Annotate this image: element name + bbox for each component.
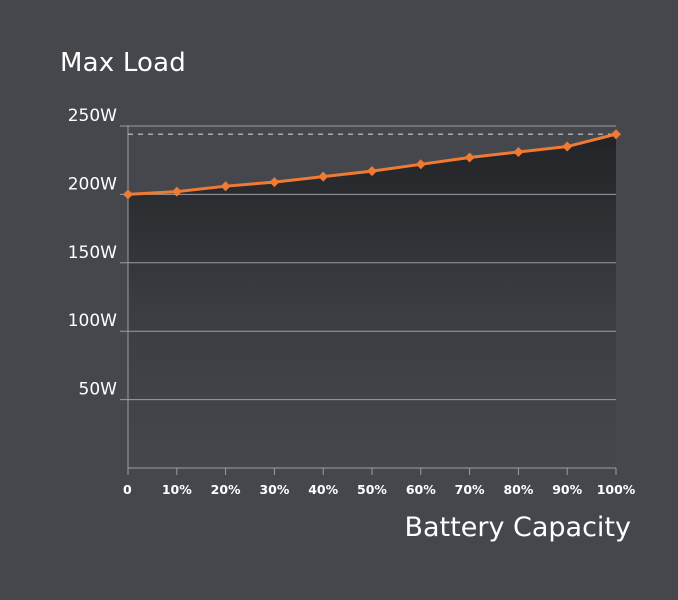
data-point-marker [220, 181, 231, 192]
data-point-marker [269, 177, 280, 188]
x-tick-label: 80% [503, 482, 533, 497]
data-point-marker [367, 166, 377, 177]
x-axis-title: Battery Capacity [404, 512, 631, 543]
x-tick-label: 50% [357, 482, 387, 497]
data-point-marker [464, 152, 475, 163]
y-tick-label: 200W [68, 174, 117, 194]
data-point-marker [318, 171, 329, 182]
data-point-marker [513, 146, 524, 157]
x-tick-label: 60% [406, 482, 436, 497]
x-tick-label: 100% [597, 482, 636, 497]
x-tick-label: 90% [552, 482, 582, 497]
y-tick-label: 150W [68, 243, 117, 263]
y-tick-label: 250W [68, 106, 117, 126]
data-point-marker [123, 189, 133, 200]
y-tick-label: 50W [79, 380, 118, 400]
x-tick-label: 0 [123, 482, 132, 497]
chart-title: Max Load [60, 48, 186, 78]
data-point-marker [562, 141, 573, 152]
x-tick-label: 10% [162, 482, 192, 497]
x-tick-label: 20% [211, 482, 241, 497]
data-point-marker [611, 129, 621, 140]
data-point-marker [415, 159, 426, 170]
x-tick-label: 30% [259, 482, 289, 497]
x-tick-label: 40% [308, 482, 338, 497]
area-fill [128, 134, 616, 468]
data-point-marker [171, 186, 182, 197]
y-tick-label: 100W [68, 311, 117, 331]
x-tick-label: 70% [455, 482, 485, 497]
